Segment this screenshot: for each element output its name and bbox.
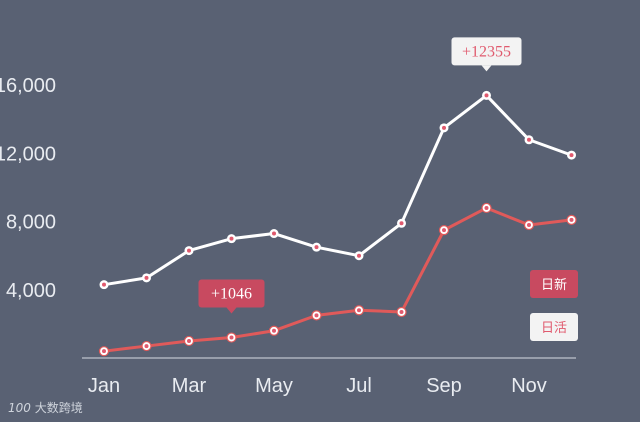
x-tick-label: Sep [426,375,462,397]
y-tick-label: 12,000 [0,143,56,165]
data-point-center [272,328,276,333]
data-point-center [357,308,361,313]
data-point-center [229,335,234,340]
watermark-logo: 100 [8,401,31,415]
series-points [98,90,577,357]
y-tick-label: 16,000 [0,75,56,97]
data-point-center [399,309,404,314]
series-line-1 [103,206,572,353]
legend-item: 日新 [530,270,578,298]
data-point-center [569,153,574,158]
data-point-center [102,349,106,354]
data-point-center [314,245,319,250]
data-point-center [187,248,191,253]
legend-label: 日活 [541,321,567,336]
legend-swatch [530,313,578,341]
data-point-center [527,223,531,228]
line-chart: 4,000 8,000 12,000 16,000 Jan Mar May Jul Sep No… [0,37,578,397]
annotation-box [198,279,265,308]
annotation-callout: +1046 [198,279,265,314]
series-line-0 [103,93,573,287]
data-point-center [442,125,446,130]
annotation-callout: +12355 [451,37,522,72]
legend-item: 日活 [530,313,578,341]
annotations: +12355 +1046 [198,37,522,314]
legend-label: 日新 [541,277,567,293]
data-point-center [272,231,276,236]
y-tick-label: 4,000 [6,280,56,302]
data-point-center [442,228,446,233]
y-axis-ticks: 4,000 8,000 12,000 16,000 [0,75,56,302]
legend-swatch [530,270,578,298]
x-tick-label: Mar [172,375,207,397]
annotation-label: +1046 [211,286,252,303]
y-tick-label: 8,000 [6,212,56,234]
data-point-center [399,221,404,226]
data-point-center [144,344,149,349]
x-tick-label: Nov [511,375,547,397]
data-point-center [357,253,361,258]
data-point-center [484,93,489,98]
x-axis-ticks: Jan Mar May Jul Sep Nov [88,375,547,397]
x-tick-label: Jul [346,375,372,397]
annotation-pointer [481,65,492,72]
annotation-pointer [226,307,237,314]
data-point-center [527,137,531,142]
x-tick-label: May [255,375,293,397]
data-point-center [187,338,191,343]
data-point-center [144,275,149,280]
data-point-center [314,313,319,318]
watermark-text: 大数跨境 [34,401,83,415]
data-point-center [484,205,489,210]
annotation-label: +12355 [462,43,511,60]
data-point-center [569,217,574,222]
watermark: 100 大数跨境 [8,399,83,416]
series-lines [103,93,573,353]
x-tick-label: Jan [88,375,120,397]
data-point-center [102,282,106,287]
data-point-center [229,236,234,241]
annotation-box [451,37,522,66]
